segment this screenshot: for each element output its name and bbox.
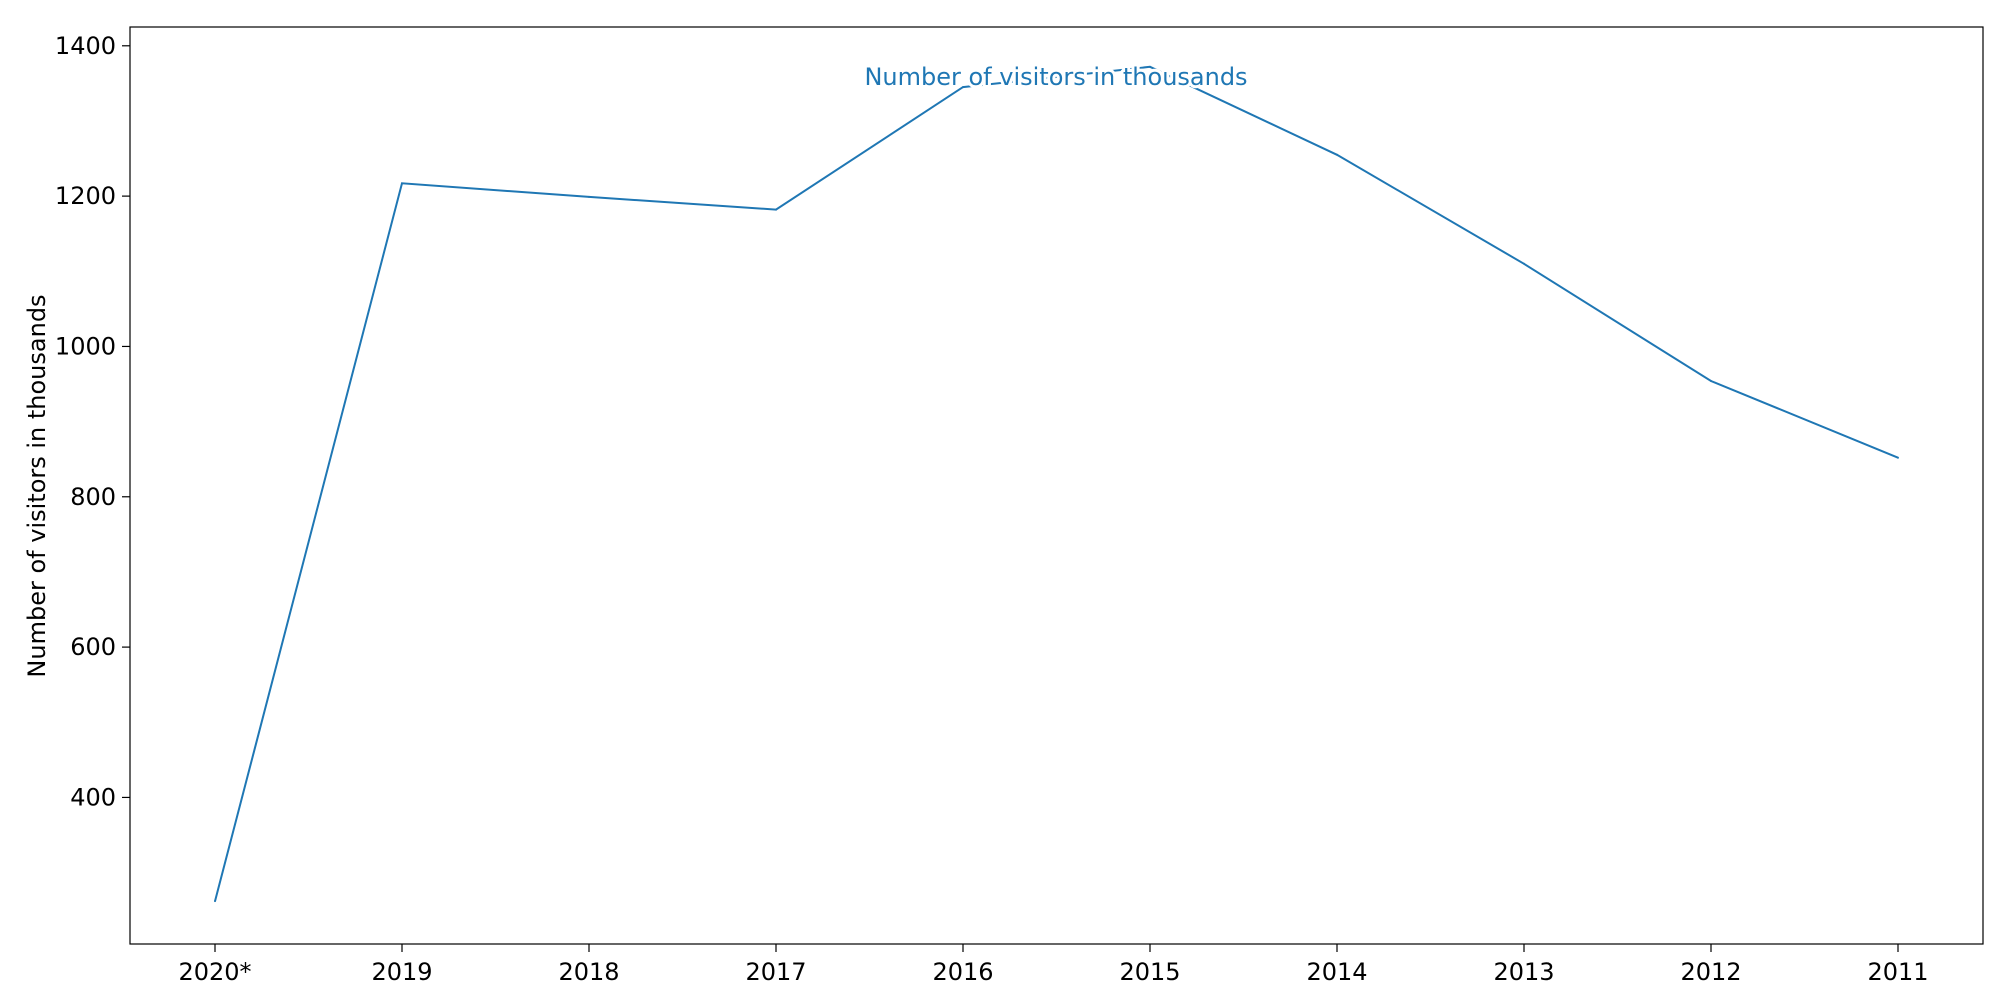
- series-line: [214, 65, 1899, 902]
- x-tick-label: 2014: [1306, 958, 1367, 986]
- data-point: [1149, 65, 1151, 68]
- data-point: [1710, 380, 1712, 383]
- plot-frame: [129, 26, 1984, 945]
- x-tick-label: 2020*: [178, 958, 251, 986]
- y-tick-label: 400: [70, 783, 116, 811]
- y-tick-label: 800: [70, 483, 116, 511]
- x-tick-label: 2016: [932, 958, 993, 986]
- x-tick-label: 2015: [1119, 958, 1180, 986]
- x-tick-label: 2018: [558, 958, 619, 986]
- x-tick-label: 2013: [1493, 958, 1554, 986]
- data-point: [401, 182, 403, 185]
- data-point: [962, 86, 964, 89]
- y-axis-title: Number of visitors in thousands: [23, 294, 51, 677]
- data-point: [1336, 153, 1338, 156]
- x-tick-label: 2011: [1867, 958, 1928, 986]
- x-tick-label: 2019: [371, 958, 432, 986]
- x-tick-label: 2017: [745, 958, 806, 986]
- data-point: [1897, 456, 1899, 459]
- y-tick-label: 1400: [55, 32, 116, 60]
- series-label: Number of visitors in thousands: [864, 63, 1247, 91]
- data-point: [775, 208, 777, 211]
- y-tick-label: 1200: [55, 182, 116, 210]
- data-point: [214, 900, 216, 903]
- data-point: [1523, 262, 1525, 265]
- x-tick-label: 2012: [1680, 958, 1741, 986]
- y-tick-label: 600: [70, 633, 116, 661]
- data-point: [588, 195, 590, 198]
- y-tick-label: 1000: [55, 332, 116, 360]
